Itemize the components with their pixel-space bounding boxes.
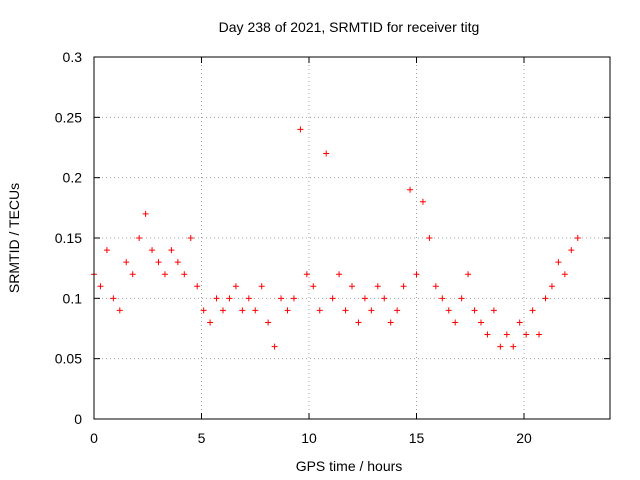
y-tick-label: 0.2 [63, 170, 83, 186]
data-point [329, 295, 336, 302]
data-point [103, 247, 110, 254]
data-point [97, 283, 104, 290]
data-point [239, 307, 246, 314]
data-point [471, 307, 478, 314]
data-point [284, 307, 291, 314]
data-point [310, 283, 317, 290]
data-point [271, 343, 278, 350]
x-tick-label: 15 [409, 430, 425, 446]
data-point [349, 283, 355, 290]
data-point [194, 283, 201, 290]
data-point [258, 283, 265, 290]
tick-labels: 0 0.05 0.1 0.15 0.2 0.25 0.3 0 5 10 15 20 [55, 49, 532, 446]
data-point [290, 295, 297, 302]
data-point [168, 247, 175, 254]
data-point [136, 235, 143, 241]
y-tick-label: 0.25 [55, 109, 82, 125]
data-point [426, 235, 433, 241]
data-point [297, 126, 304, 133]
y-axis-label: SRMTID / TECUs [6, 183, 22, 293]
data-point [245, 295, 252, 302]
data-points [91, 126, 581, 350]
data-point [355, 319, 362, 326]
data-point [510, 343, 517, 350]
data-point [536, 331, 543, 338]
data-point [278, 295, 285, 302]
data-point [226, 295, 233, 302]
data-point [316, 307, 323, 314]
data-point [458, 295, 465, 302]
data-point [323, 150, 330, 157]
data-point [484, 331, 491, 338]
data-point [561, 271, 568, 278]
data-point [116, 307, 123, 314]
plot-frame [93, 56, 611, 420]
data-point [374, 283, 381, 290]
data-point [568, 247, 575, 254]
x-tick-label: 0 [90, 430, 98, 446]
data-point [368, 307, 375, 314]
data-point [574, 235, 581, 241]
data-point [394, 307, 401, 314]
data-point [523, 331, 530, 338]
y-tick-label: 0.1 [63, 290, 83, 306]
data-point [548, 283, 555, 290]
data-point [381, 295, 388, 302]
chart-title: Day 238 of 2021, SRMTID for receiver tit… [219, 19, 480, 35]
data-point [400, 283, 407, 290]
data-point [439, 295, 446, 302]
data-point [387, 319, 394, 326]
data-point [161, 271, 168, 278]
data-point [220, 307, 226, 314]
data-point [432, 283, 439, 290]
data-point [555, 259, 562, 266]
grid-lines [94, 57, 610, 419]
data-point [490, 307, 497, 314]
y-tick-label: 0.3 [63, 49, 83, 65]
data-point [142, 210, 149, 217]
data-point [542, 295, 549, 302]
data-point [336, 271, 343, 278]
data-point [213, 295, 220, 302]
data-point [516, 319, 523, 326]
data-point [207, 319, 214, 326]
axis-ticks [93, 56, 610, 420]
data-point [123, 259, 130, 266]
data-point [155, 259, 162, 266]
data-point [200, 307, 207, 314]
y-tick-label: 0 [74, 411, 82, 427]
x-tick-label: 10 [301, 430, 317, 446]
data-point [419, 198, 426, 205]
data-point [187, 235, 194, 241]
data-point [174, 259, 181, 266]
data-point [452, 319, 459, 326]
data-point [342, 307, 349, 314]
data-point [149, 247, 156, 254]
data-point [303, 271, 310, 278]
data-point [478, 319, 484, 326]
data-point [529, 307, 536, 314]
x-axis-label: GPS time / hours [296, 458, 403, 474]
data-point [232, 283, 239, 290]
data-point [265, 319, 272, 326]
data-point [445, 307, 452, 314]
y-tick-label: 0.15 [55, 230, 82, 246]
data-point [407, 186, 414, 193]
data-point [252, 307, 259, 314]
data-point [181, 271, 188, 278]
data-point [129, 271, 136, 278]
data-point [413, 271, 420, 278]
data-point [465, 271, 472, 278]
data-point [110, 295, 117, 302]
data-point [503, 331, 510, 338]
data-point [361, 295, 368, 302]
y-tick-label: 0.05 [55, 351, 82, 367]
data-point [497, 343, 504, 350]
x-tick-label: 20 [516, 430, 532, 446]
x-tick-label: 5 [198, 430, 206, 446]
